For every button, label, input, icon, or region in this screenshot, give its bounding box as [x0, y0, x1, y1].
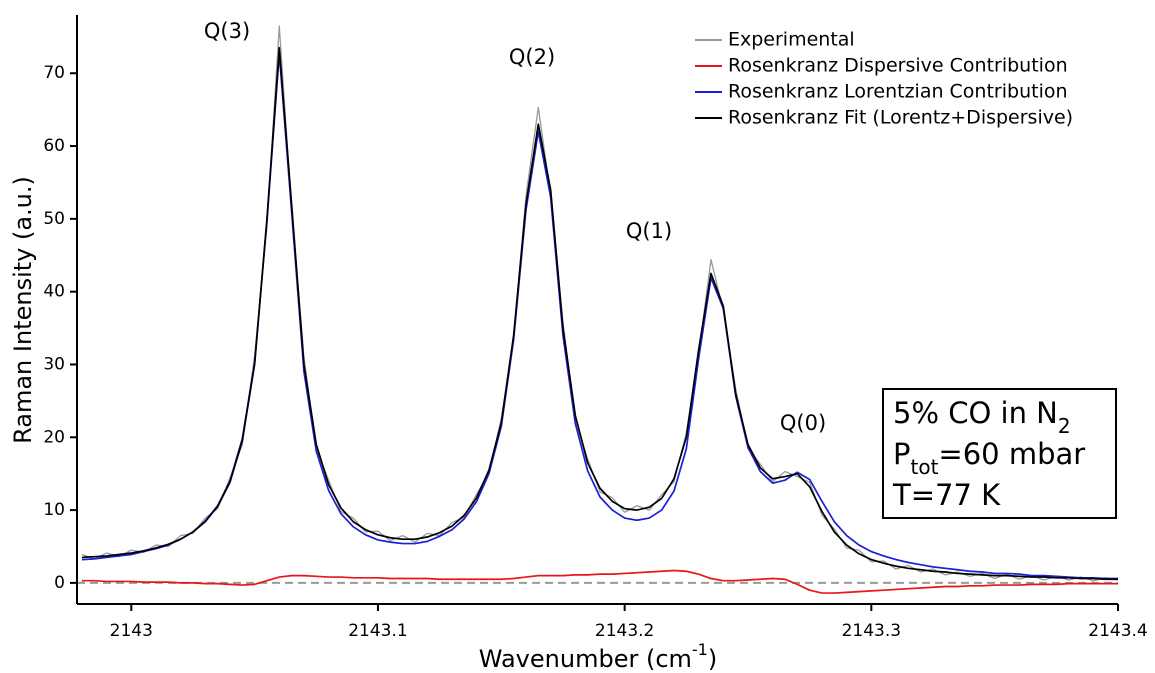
- y-tick-label: 30: [43, 354, 65, 374]
- x-tick-label: 2143.4: [1088, 621, 1147, 641]
- info-line: T=77 K: [892, 478, 1001, 512]
- y-tick-label: 60: [43, 136, 65, 156]
- series-line: [81, 569, 1118, 594]
- x-tick-label: 2143.3: [842, 621, 901, 641]
- y-tick-label: 50: [43, 209, 65, 229]
- peak-annotation: Q(3): [204, 19, 250, 43]
- legend-label: Rosenkranz Lorentzian Contribution: [728, 81, 1068, 103]
- text-part: 5% CO in N: [893, 396, 1058, 430]
- text-part: Wavenumber (cm: [479, 645, 692, 673]
- text-part: ): [708, 645, 717, 673]
- info-line: 5% CO in N2: [893, 396, 1071, 438]
- y-tick-label: 10: [43, 500, 65, 520]
- x-tick-label: 2143.1: [348, 621, 407, 641]
- info-box: [882, 388, 1117, 519]
- text-part: T=77 K: [892, 478, 1001, 512]
- peak-annotation: Q(0): [780, 411, 826, 435]
- y-tick-label: 40: [43, 282, 65, 302]
- y-tick-label: 70: [43, 63, 65, 83]
- x-tick-label: 2143: [110, 621, 153, 641]
- y-tick-label: 0: [54, 573, 65, 593]
- legend-label: Experimental: [728, 29, 855, 51]
- series-line: [81, 46, 1118, 581]
- x-axis-label: Wavenumber (cm-1): [479, 640, 717, 673]
- text-part: P: [893, 437, 911, 471]
- y-tick-label: 20: [43, 427, 65, 447]
- subscript: 2: [1058, 414, 1071, 438]
- y-axis-label: Raman Intensity (a.u.): [9, 176, 37, 444]
- peak-annotation: Q(1): [626, 219, 672, 243]
- text-part: =60 mbar: [938, 437, 1085, 471]
- x-tick-label: 2143.2: [595, 621, 654, 641]
- superscript: -1: [692, 640, 708, 659]
- legend-label: Rosenkranz Fit (Lorentz+Dispersive): [728, 107, 1073, 129]
- legend-label: Rosenkranz Dispersive Contribution: [728, 55, 1068, 77]
- peak-annotation: Q(2): [509, 45, 555, 69]
- subscript: tot: [911, 455, 939, 479]
- info-line: Ptot=60 mbar: [893, 437, 1085, 479]
